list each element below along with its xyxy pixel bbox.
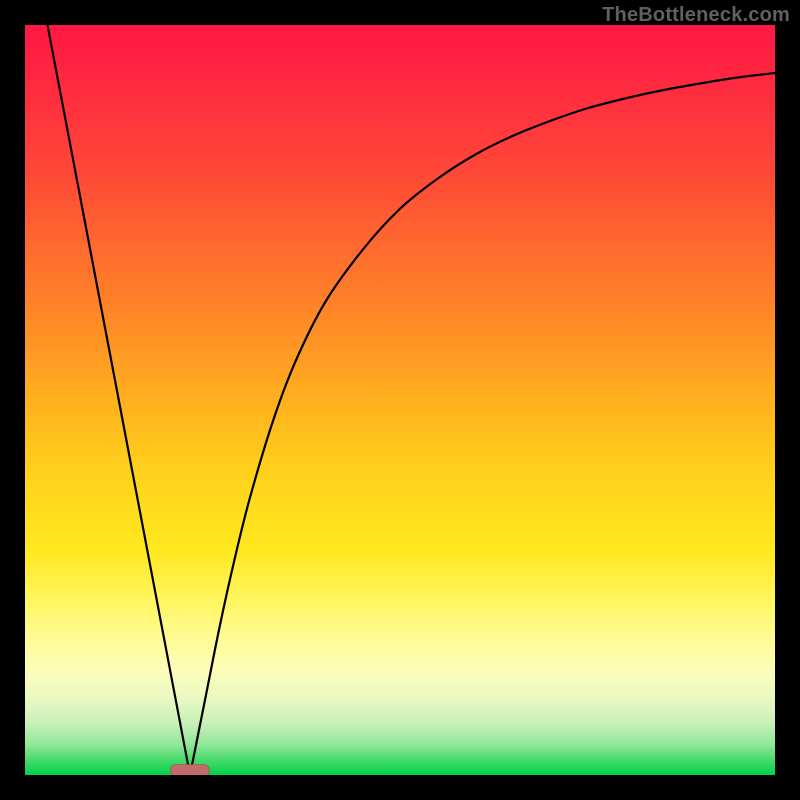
chart-container: TheBottleneck.com: [0, 0, 800, 800]
gradient-background: [25, 25, 775, 775]
optimal-marker: [171, 765, 210, 776]
watermark-label: TheBottleneck.com: [602, 4, 790, 27]
plot-svg: [25, 25, 775, 775]
plot-area: [25, 25, 775, 775]
